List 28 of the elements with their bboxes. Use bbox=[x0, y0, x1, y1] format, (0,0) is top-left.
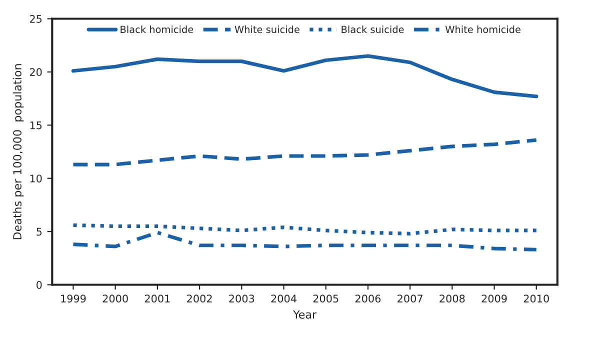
y-tick-label: 10 bbox=[30, 174, 42, 182]
x-tick-label: 2006 bbox=[355, 294, 381, 303]
y-tick-label: 25 bbox=[30, 14, 42, 23]
legend-label: White suicide bbox=[234, 26, 300, 34]
x-tick-label: 2010 bbox=[524, 294, 549, 303]
legend-label: White homicide bbox=[445, 26, 520, 34]
line-series bbox=[71, 138, 538, 166]
legend-label: Black homicide bbox=[120, 26, 194, 34]
x-tick-label: 2003 bbox=[229, 294, 254, 303]
x-tick-label: 2008 bbox=[440, 294, 465, 303]
x-tick-label: 1999 bbox=[61, 294, 86, 303]
x-axis-title: Year bbox=[293, 310, 317, 319]
x-tick-label: 2001 bbox=[144, 294, 170, 303]
x-tick-label: 2004 bbox=[271, 294, 296, 303]
x-tick-label: 2000 bbox=[102, 294, 128, 303]
y-tick-label: 0 bbox=[36, 280, 42, 289]
y-tick-label: 20 bbox=[30, 68, 42, 76]
line-series bbox=[71, 223, 538, 236]
y-tick-label: 15 bbox=[30, 122, 42, 130]
x-tick-label: 2009 bbox=[482, 294, 507, 303]
x-tick-label: 2005 bbox=[313, 294, 338, 303]
legend-label: Black suicide bbox=[342, 26, 404, 34]
y-axis-title: Deaths per 100,000 population bbox=[12, 64, 24, 240]
x-tick-label: 2007 bbox=[398, 294, 422, 303]
x-tick-label: 2002 bbox=[187, 294, 212, 303]
y-tick-label: 5 bbox=[36, 228, 42, 236]
line-series bbox=[71, 54, 538, 98]
line-series bbox=[71, 230, 538, 252]
